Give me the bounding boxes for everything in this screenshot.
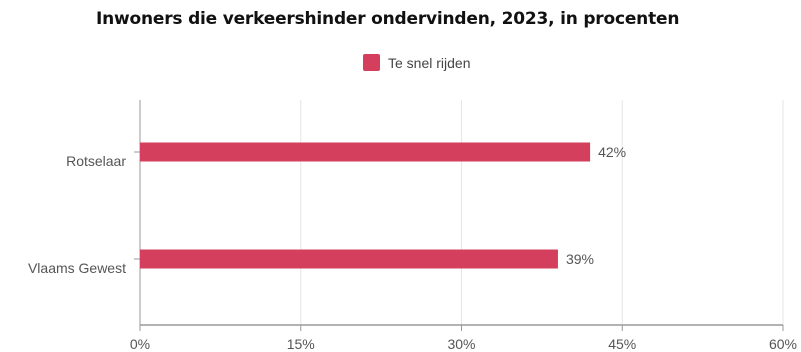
bar (140, 142, 591, 162)
x-tick-label: 30% (447, 336, 475, 352)
legend-swatch (363, 54, 380, 71)
y-tick-label: Rotselaar (66, 153, 126, 169)
data-label: 42% (598, 144, 626, 160)
x-tick-label: 45% (608, 336, 636, 352)
x-tick-label: 15% (287, 336, 315, 352)
legend: Te snel rijden (363, 54, 471, 71)
x-tick-label: 60% (769, 336, 797, 352)
legend-label: Te snel rijden (388, 54, 471, 71)
y-tick-label: Vlaams Gewest (28, 260, 126, 276)
chart-title: Inwoners die verkeershinder ondervinden,… (96, 9, 680, 29)
x-tick-label: 0% (130, 336, 150, 352)
bar (140, 249, 558, 269)
data-label: 39% (566, 251, 594, 267)
